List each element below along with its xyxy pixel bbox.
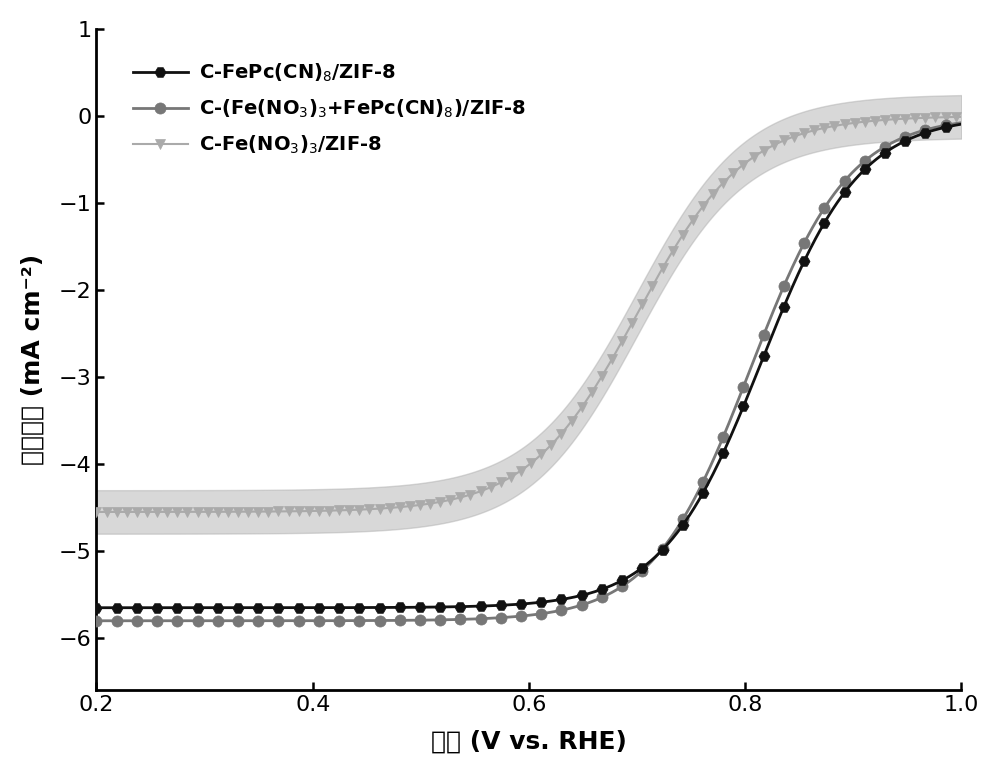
Legend: C-FePc(CN)$_8$/ZIF-8, C-(Fe(NO$_3$)$_3$+FePc(CN)$_8$)/ZIF-8, C-Fe(NO$_3$)$_3$/ZI: C-FePc(CN)$_8$/ZIF-8, C-(Fe(NO$_3$)$_3$+…	[123, 52, 536, 166]
C-(Fe(NO$_3$)$_3$+FePc(CN)$_8$)/ZIF-8	[742, 371, 754, 380]
C-(Fe(NO$_3$)$_3$+FePc(CN)$_8$)/ZIF-8	[313, 616, 325, 625]
C-(Fe(NO$_3$)$_3$+FePc(CN)$_8$)/ZIF-8	[482, 614, 494, 623]
C-Fe(NO$_3$)$_3$/ZIF-8	[482, 484, 494, 493]
Line: C-(Fe(NO$_3$)$_3$+FePc(CN)$_8$)/ZIF-8: C-(Fe(NO$_3$)$_3$+FePc(CN)$_8$)/ZIF-8	[91, 117, 967, 626]
Line: C-FePc(CN)$_8$/ZIF-8: C-FePc(CN)$_8$/ZIF-8	[91, 118, 967, 613]
C-Fe(NO$_3$)$_3$/ZIF-8	[742, 156, 754, 166]
C-FePc(CN)$_8$/ZIF-8	[90, 603, 102, 612]
C-Fe(NO$_3$)$_3$/ZIF-8	[90, 507, 102, 516]
C-(Fe(NO$_3$)$_3$+FePc(CN)$_8$)/ZIF-8	[955, 118, 967, 128]
C-FePc(CN)$_8$/ZIF-8	[955, 119, 967, 128]
X-axis label: 电位 (V vs. RHE): 电位 (V vs. RHE)	[431, 729, 627, 753]
C-Fe(NO$_3$)$_3$/ZIF-8	[600, 365, 612, 374]
C-Fe(NO$_3$)$_3$/ZIF-8	[244, 507, 256, 516]
C-FePc(CN)$_8$/ZIF-8	[742, 391, 754, 400]
C-FePc(CN)$_8$/ZIF-8	[244, 603, 256, 612]
C-Fe(NO$_3$)$_3$/ZIF-8	[668, 244, 680, 253]
Y-axis label: 电流密度 (mA cm⁻²): 电流密度 (mA cm⁻²)	[21, 254, 45, 465]
C-(Fe(NO$_3$)$_3$+FePc(CN)$_8$)/ZIF-8	[600, 591, 612, 600]
C-Fe(NO$_3$)$_3$/ZIF-8	[313, 506, 325, 515]
C-FePc(CN)$_8$/ZIF-8	[482, 601, 494, 611]
Line: C-Fe(NO$_3$)$_3$/ZIF-8: C-Fe(NO$_3$)$_3$/ZIF-8	[92, 112, 966, 517]
C-(Fe(NO$_3$)$_3$+FePc(CN)$_8$)/ZIF-8	[244, 616, 256, 625]
C-(Fe(NO$_3$)$_3$+FePc(CN)$_8$)/ZIF-8	[90, 616, 102, 625]
C-Fe(NO$_3$)$_3$/ZIF-8	[955, 112, 967, 122]
C-(Fe(NO$_3$)$_3$+FePc(CN)$_8$)/ZIF-8	[668, 528, 680, 537]
C-FePc(CN)$_8$/ZIF-8	[668, 532, 680, 541]
C-FePc(CN)$_8$/ZIF-8	[313, 603, 325, 612]
C-FePc(CN)$_8$/ZIF-8	[600, 583, 612, 592]
